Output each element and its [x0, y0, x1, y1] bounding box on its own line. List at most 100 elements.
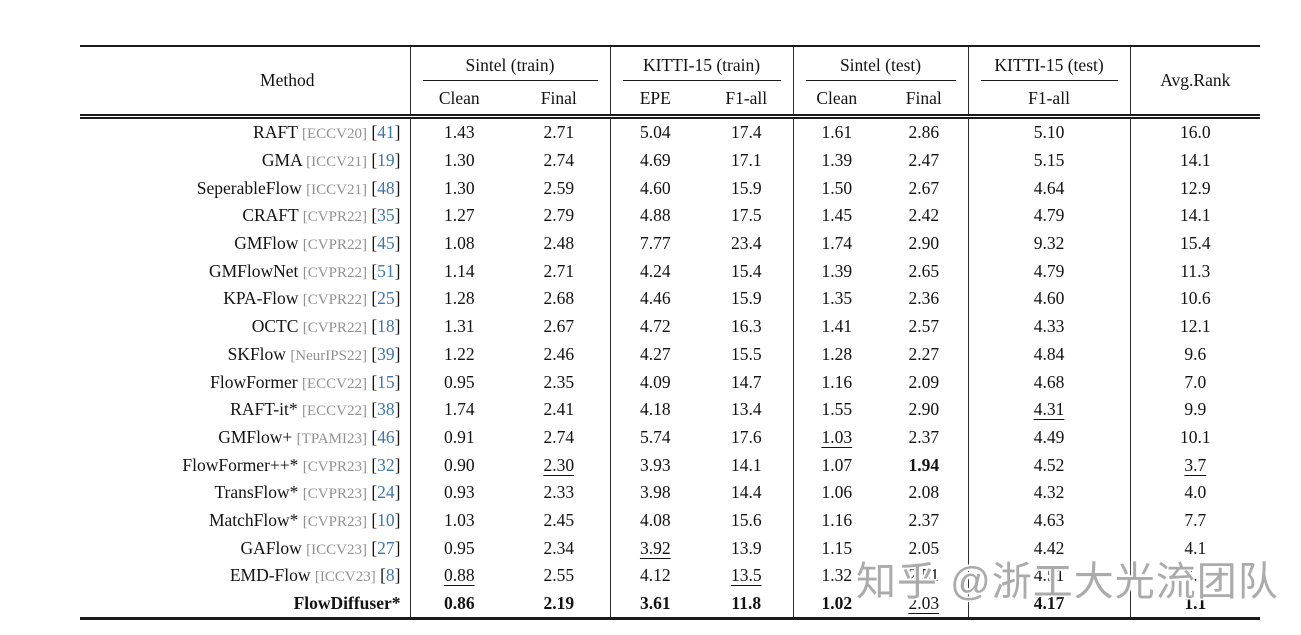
- cite-bracket: [: [371, 343, 378, 364]
- group-header-label: Sintel (train): [465, 54, 555, 75]
- value-cell: 1.55: [793, 396, 880, 424]
- citation: [32]: [371, 455, 400, 475]
- value-text: 2.37: [908, 509, 940, 530]
- value-cell: 0.90: [410, 451, 508, 479]
- value-cell: 1.41: [793, 313, 880, 341]
- cite-number: 46: [377, 426, 395, 447]
- value-text: 10.1: [1179, 426, 1211, 447]
- value-text: 17.4: [730, 122, 762, 143]
- value-cell: 7.0: [1130, 368, 1260, 396]
- value-text: 4.60: [639, 177, 671, 198]
- value-text: 2.19: [543, 593, 575, 614]
- value-cell: 14.7: [700, 368, 794, 396]
- value-cell: 2.74: [508, 146, 611, 175]
- value-text: 16.0: [1179, 122, 1211, 143]
- value-cell: 17.1: [700, 146, 794, 175]
- citation: [35]: [371, 205, 400, 225]
- value-cell: 4.0: [1130, 479, 1260, 507]
- value-cell: 2.09: [880, 368, 969, 396]
- method-name: RAFT-it*: [230, 399, 298, 420]
- value-cell: 12.9: [1130, 174, 1260, 202]
- value-text: 17.1: [730, 150, 762, 171]
- cite-bracket: ]: [394, 454, 401, 475]
- column-header-final-train: Final: [508, 83, 611, 119]
- value-cell: 2.71: [508, 257, 611, 286]
- value-text: 1.35: [821, 288, 853, 309]
- group-header-label: KITTI-15 (train): [642, 54, 761, 75]
- method-name: FlowFormer: [210, 371, 298, 392]
- value-cell: 1.27: [410, 202, 508, 230]
- value-text: 5.15: [1033, 150, 1065, 171]
- method-cell: GAFlow [ICCV23] [27]: [80, 534, 411, 562]
- cite-number: 48: [377, 177, 395, 198]
- value-text: 4.46: [639, 288, 671, 309]
- value-text: 14.7: [730, 371, 762, 392]
- value-cell: 17.4: [700, 116, 794, 147]
- value-cell: 2.55: [508, 562, 611, 590]
- value-cell: 2.35: [508, 368, 611, 396]
- value-cell: 2.65: [880, 257, 969, 286]
- value-cell: 4.88: [610, 202, 700, 230]
- value-text: 15.9: [730, 288, 762, 309]
- value-text: 2.05: [908, 537, 940, 558]
- value-cell: 0.88: [410, 562, 508, 590]
- value-text: 1.16: [821, 371, 853, 392]
- value-text: 1.39: [821, 260, 853, 281]
- value-cell: 1.28: [793, 341, 880, 369]
- value-text: 1.30: [443, 150, 475, 171]
- method-cell: FlowFormer [ECCV22] [15]: [80, 368, 411, 396]
- value-text: 15.9: [730, 177, 762, 198]
- value-text: 1.06: [821, 482, 853, 503]
- value-cell: 3.98: [610, 479, 700, 507]
- value-cell: 3.92: [610, 534, 700, 562]
- cite-bracket: [: [371, 482, 378, 503]
- value-text: 4.08: [639, 509, 671, 530]
- value-cell: 1.08: [410, 230, 508, 258]
- value-text: 1.32: [821, 565, 853, 586]
- value-cell: 3.93: [610, 451, 700, 479]
- value-text: 0.93: [443, 482, 475, 503]
- value-cell: 2.33: [508, 478, 611, 507]
- value-cell: 1.16: [793, 368, 880, 396]
- cite-bracket: [: [380, 565, 386, 586]
- value-text: 0.90: [443, 454, 475, 475]
- citation: [38]: [371, 399, 400, 419]
- venue-tag: [CVPR22]: [302, 320, 367, 337]
- cite-number: 19: [377, 150, 395, 171]
- table-row: FlowDiffuser* 0.86 2.19 3.61 11.8 1.02 2.03 4.1…: [80, 589, 1261, 621]
- venue-tag: [CVPR23]: [302, 513, 367, 530]
- value-cell: 4.68: [968, 368, 1131, 396]
- venue-tag: [TPAMI23]: [296, 430, 367, 447]
- cite-number: 39: [377, 343, 395, 364]
- value-text: 3.92: [639, 537, 671, 558]
- cite-bracket: [: [371, 426, 378, 447]
- value-text: 4.0: [1184, 482, 1207, 503]
- method-name: GMFlowNet: [208, 260, 299, 281]
- method-cell: SeperableFlow [ICCV21] [48]: [80, 174, 411, 203]
- value-text: 2.67: [908, 177, 940, 198]
- value-cell: 4.51: [968, 562, 1131, 590]
- venue-tag: [ECCV22]: [301, 403, 367, 420]
- value-cell: 4.31: [968, 395, 1131, 424]
- cite-bracket: ]: [394, 426, 401, 447]
- value-text: 2.08: [908, 482, 940, 503]
- value-text: 1.74: [443, 399, 475, 420]
- method-cell: MatchFlow* [CVPR23] [10]: [80, 506, 411, 535]
- cite-bracket: [: [371, 233, 378, 254]
- value-cell: 3.61: [610, 589, 700, 621]
- value-text: 15.6: [730, 509, 762, 530]
- method-name: GMA: [261, 150, 302, 171]
- header-subcolumn-row: Clean Final EPE F1-all Clean Final F1-al…: [80, 83, 1260, 119]
- value-text: 15.5: [730, 343, 762, 364]
- method-cell: TransFlow* [CVPR23] [24]: [80, 478, 411, 507]
- table-row: SeperableFlow [ICCV21] [48] 1.30 2.59 4.60 1…: [80, 174, 1260, 203]
- value-text: 3.61: [639, 593, 671, 614]
- group-header-sintel-test: Sintel (test): [793, 46, 969, 83]
- value-cell: 5.04: [610, 117, 700, 147]
- table-body: RAFT [ECCV20] [41] 1.43 2.71 5.04 17.4 1.61 2.…: [80, 116, 1261, 621]
- value-cell: 9.32: [968, 229, 1131, 258]
- value-cell: 1.15: [793, 534, 880, 562]
- value-text: 0.95: [443, 537, 475, 558]
- value-text: 4.49: [1033, 426, 1065, 447]
- value-text: 2.51: [908, 565, 940, 586]
